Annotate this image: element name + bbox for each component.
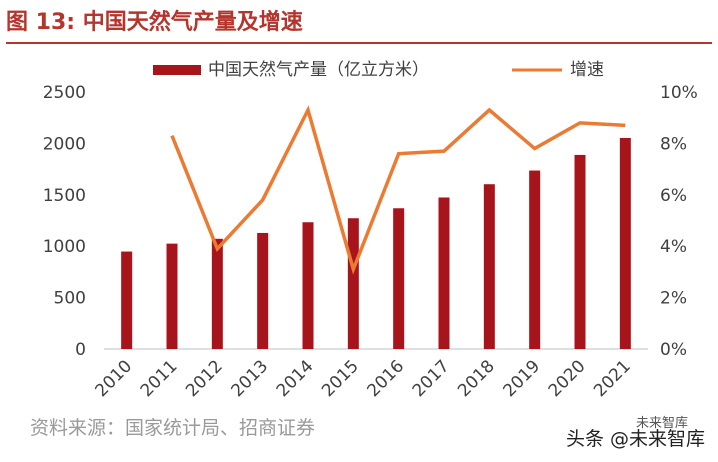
bar-2020 xyxy=(574,154,586,349)
x-tick-2012: 2012 xyxy=(182,356,227,401)
left-tick-0: 0 xyxy=(75,340,86,360)
legend-bar-swatch xyxy=(153,65,201,75)
title-divider xyxy=(6,42,712,44)
x-tick-2016: 2016 xyxy=(363,356,408,401)
x-tick-2021: 2021 xyxy=(590,356,635,401)
x-tick-2010: 2010 xyxy=(91,356,136,401)
bar-2021 xyxy=(619,137,631,349)
left-tick-500: 500 xyxy=(54,289,86,309)
bar-2013 xyxy=(257,232,269,349)
right-tick-6%: 6% xyxy=(660,186,687,206)
left-tick-2500: 2500 xyxy=(43,83,86,103)
bar-2017 xyxy=(438,197,450,349)
x-tick-2015: 2015 xyxy=(318,356,363,401)
watermark-logo-text: 未来智库 xyxy=(636,416,689,431)
source-note: 资料来源：国家统计局、招商证券 xyxy=(30,417,316,439)
right-tick-4%: 4% xyxy=(660,237,687,257)
bar-series xyxy=(121,137,631,349)
x-tick-2014: 2014 xyxy=(273,356,318,401)
x-tick-2020: 2020 xyxy=(545,356,590,401)
bar-2015 xyxy=(347,218,359,349)
x-tick-2013: 2013 xyxy=(227,356,272,401)
bar-2012 xyxy=(211,238,223,349)
x-tick-2018: 2018 xyxy=(454,356,499,401)
watermark: 头条 @未来智库 xyxy=(566,428,706,450)
bar-2011 xyxy=(166,243,178,349)
x-tick-2019: 2019 xyxy=(499,356,544,401)
left-tick-1000: 1000 xyxy=(43,237,86,257)
legend-bar-label: 中国天然气产量（亿立方米） xyxy=(208,60,429,80)
right-tick-10%: 10% xyxy=(660,83,698,103)
right-tick-0%: 0% xyxy=(660,340,687,360)
bar-2018 xyxy=(483,184,495,349)
legend: 中国天然气产量（亿立方米） 增速 xyxy=(153,60,604,80)
right-tick-8%: 8% xyxy=(660,134,687,154)
left-tick-2000: 2000 xyxy=(43,134,86,154)
legend-line-label: 增速 xyxy=(570,60,604,80)
bar-2019 xyxy=(529,170,541,349)
chart: 中国天然气产量（亿立方米） 增速 0 500 1000 1500 2000 2500 0% 2… xyxy=(43,60,698,401)
left-tick-1500: 1500 xyxy=(43,186,86,206)
bar-2010 xyxy=(121,251,133,349)
x-tick-2011: 2011 xyxy=(137,356,182,401)
x-tick-2017: 2017 xyxy=(409,356,454,401)
bar-2014 xyxy=(302,222,314,349)
line-series xyxy=(170,105,626,275)
right-tick-2%: 2% xyxy=(660,289,687,309)
figure-title: 图 13: 中国天然气产量及增速 xyxy=(6,10,303,35)
bar-2016 xyxy=(393,208,405,349)
growth-line xyxy=(170,105,626,275)
